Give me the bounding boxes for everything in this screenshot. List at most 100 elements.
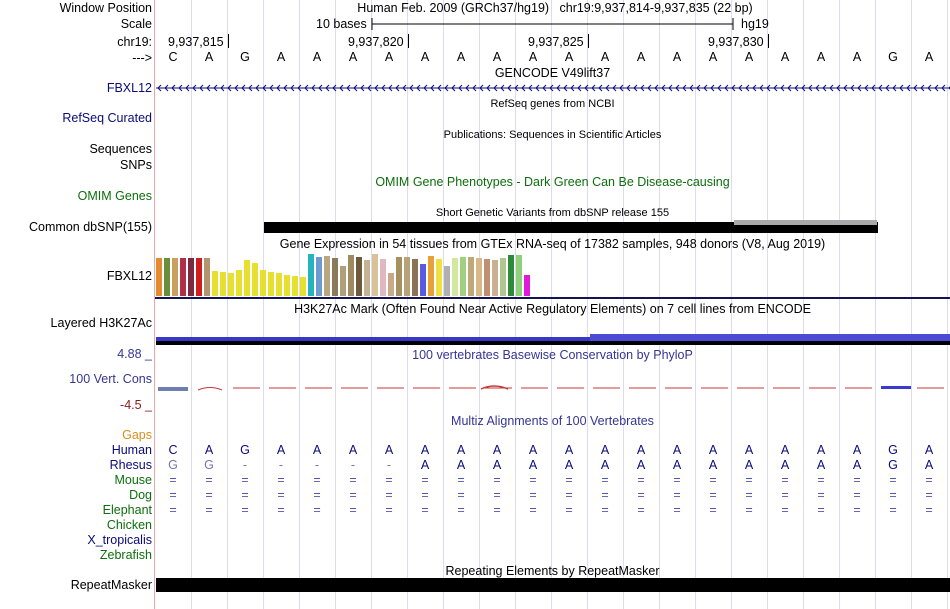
gtex-tissue-bar[interactable]: [292, 276, 298, 296]
gridline: [839, 0, 840, 609]
gtex-tissue-bar[interactable]: [380, 259, 386, 296]
base-18: A: [780, 50, 790, 64]
gtex-tissue-bar[interactable]: [340, 266, 346, 296]
gtex-tissue-bar[interactable]: [388, 273, 394, 296]
multiz-gaps-label[interactable]: Gaps: [122, 428, 152, 442]
elephant-match-17: =: [745, 503, 753, 517]
gtex-tissue-bar[interactable]: [180, 258, 186, 296]
gtex-tissue-bar[interactable]: [460, 257, 466, 296]
human-base-6: A: [348, 443, 358, 457]
gridline: [695, 0, 696, 609]
gtex-tissue-bar[interactable]: [508, 255, 514, 296]
repeatmasker-element-bar[interactable]: [156, 578, 950, 592]
gtex-tissue-bar[interactable]: [452, 258, 458, 296]
coord-tick-mark-2: [408, 34, 409, 48]
gtex-tissue-bar[interactable]: [164, 258, 170, 296]
species-elephant-label[interactable]: Elephant: [102, 503, 152, 517]
species-rhesus-label[interactable]: Rhesus: [109, 458, 152, 472]
gtex-tissue-bar[interactable]: [396, 257, 402, 296]
mouse-match-21: =: [889, 473, 897, 487]
gtex-tissue-bar[interactable]: [444, 266, 450, 296]
phylop-signal[interactable]: [156, 380, 950, 396]
chrom-label: chr19:: [117, 35, 152, 49]
gtex-tissue-bar[interactable]: [420, 264, 426, 296]
assembly-position-title[interactable]: Human Feb. 2009 (GRCh37/hg19) chr19:9,93…: [357, 1, 753, 15]
publications-label-sequences[interactable]: Sequences: [89, 142, 152, 156]
rhesus-base-4: -: [278, 458, 284, 472]
gtex-tissue-bar[interactable]: [188, 258, 194, 296]
gtex-tissue-bar[interactable]: [252, 263, 258, 296]
gtex-tissue-bar[interactable]: [284, 275, 290, 296]
gridline: [227, 0, 228, 609]
gtex-tissue-bar[interactable]: [324, 256, 330, 296]
human-base-3: G: [240, 443, 250, 457]
gtex-tissue-bar[interactable]: [484, 259, 490, 296]
gtex-tissue-bar[interactable]: [412, 259, 418, 296]
human-base-21: G: [888, 443, 898, 457]
elephant-match-2: =: [205, 503, 213, 517]
base-8: A: [420, 50, 430, 64]
gtex-tissue-bar[interactable]: [436, 259, 442, 296]
dbsnp-track-label[interactable]: Common dbSNP(155): [29, 220, 152, 234]
phylop-track-label[interactable]: 100 Vert. Cons: [69, 372, 152, 386]
human-base-18: A: [780, 443, 790, 457]
gtex-tissue-bar[interactable]: [172, 258, 178, 296]
gtex-tissue-bar[interactable]: [268, 272, 274, 296]
gtex-tissue-bar[interactable]: [364, 260, 370, 296]
coord-tick-3: 9,937,825: [528, 35, 584, 49]
gtex-tissue-bar[interactable]: [228, 273, 234, 296]
mouse-match-19: =: [817, 473, 825, 487]
omim-track-label[interactable]: OMIM Genes: [77, 189, 152, 203]
gencode-gene-line[interactable]: [156, 82, 950, 94]
repeatmasker-track-label[interactable]: RepeatMasker: [70, 578, 152, 592]
gtex-tissue-bar[interactable]: [300, 277, 306, 296]
species-mouse-label[interactable]: Mouse: [114, 473, 152, 487]
base-19: A: [816, 50, 826, 64]
dog-match-19: =: [817, 488, 825, 502]
gtex-tissue-bar[interactable]: [260, 270, 266, 296]
dog-match-1: =: [169, 488, 177, 502]
gtex-tissue-bar[interactable]: [220, 272, 226, 296]
gtex-tissue-bar[interactable]: [524, 275, 530, 296]
elephant-match-10: =: [493, 503, 501, 517]
base-15: A: [672, 50, 682, 64]
gtex-tissue-bar[interactable]: [332, 258, 338, 296]
gtex-expression-bars[interactable]: [156, 252, 950, 296]
gtex-tissue-bar[interactable]: [276, 273, 282, 296]
gtex-track-label[interactable]: FBXL12: [106, 269, 152, 283]
gtex-tissue-bar[interactable]: [492, 260, 498, 296]
gtex-tissue-bar[interactable]: [372, 254, 378, 296]
dog-match-22: =: [925, 488, 933, 502]
species-human-label[interactable]: Human: [111, 443, 152, 457]
species-zebrafish-label[interactable]: Zebrafish: [99, 548, 152, 562]
species-dog-label[interactable]: Dog: [129, 488, 152, 502]
gtex-tissue-bar[interactable]: [204, 258, 210, 296]
h3k27ac-track-label[interactable]: Layered H3K27Ac: [50, 316, 152, 330]
gtex-tissue-bar[interactable]: [316, 257, 322, 296]
gencode-track-label[interactable]: FBXL12: [106, 81, 152, 95]
gtex-tissue-bar[interactable]: [356, 257, 362, 296]
species-xtropicalis-label[interactable]: X_tropicalis: [87, 533, 152, 547]
dog-match-11: =: [529, 488, 537, 502]
dog-match-17: =: [745, 488, 753, 502]
gtex-tissue-bar[interactable]: [404, 257, 410, 296]
species-chicken-label[interactable]: Chicken: [106, 518, 152, 532]
gtex-tissue-bar[interactable]: [476, 258, 482, 296]
gtex-tissue-bar[interactable]: [212, 271, 218, 296]
gtex-tissue-bar[interactable]: [516, 255, 522, 296]
gtex-tissue-bar[interactable]: [196, 258, 202, 296]
dbsnp-variant-bar[interactable]: [264, 222, 878, 233]
gtex-tissue-bar[interactable]: [156, 258, 162, 296]
gtex-tissue-bar[interactable]: [500, 258, 506, 296]
gtex-tissue-bar[interactable]: [236, 270, 242, 296]
gtex-tissue-bar[interactable]: [428, 256, 434, 296]
publications-label-snps[interactable]: SNPs: [120, 158, 152, 172]
gtex-tissue-bar[interactable]: [308, 254, 314, 296]
elephant-match-5: =: [313, 503, 321, 517]
refseq-track-label[interactable]: RefSeq Curated: [62, 111, 152, 125]
gtex-tissue-bar[interactable]: [348, 255, 354, 296]
gtex-tissue-bar[interactable]: [244, 260, 250, 296]
rhesus-base-5: -: [314, 458, 320, 472]
scale-bar: [371, 18, 734, 30]
gtex-tissue-bar[interactable]: [468, 257, 474, 296]
